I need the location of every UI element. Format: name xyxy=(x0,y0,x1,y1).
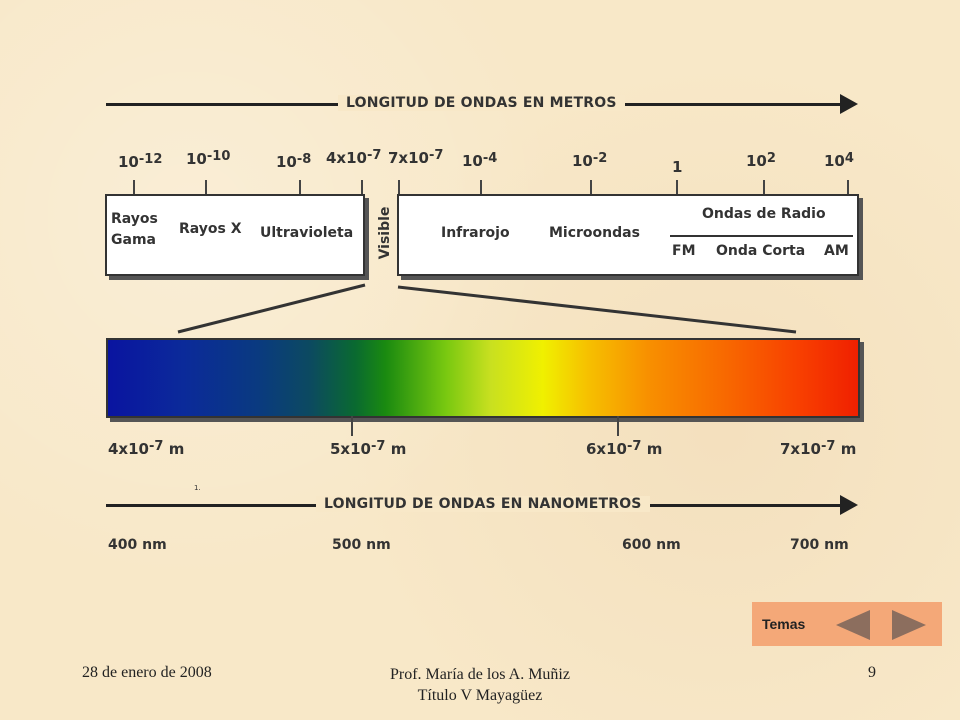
footer-author-line2: Título V Mayagüez xyxy=(417,687,543,704)
meter-tick-label: 1 xyxy=(672,158,683,176)
meter-tick xyxy=(361,180,363,195)
temas-button[interactable]: Temas xyxy=(762,616,806,632)
back-arrow-icon[interactable] xyxy=(832,608,872,642)
meter-tick xyxy=(676,180,678,195)
visible-tick-label: 7x10-7 m xyxy=(780,439,857,458)
footer-author-line1: Prof. María de los A. Muñiz xyxy=(390,666,570,683)
label-infrarojo: Infrarojo xyxy=(441,225,510,241)
footer-page-number: 9 xyxy=(868,664,876,681)
nm-label: 400 nm xyxy=(108,537,167,553)
label-onda-corta: Onda Corta xyxy=(716,243,806,259)
radio-divider-line xyxy=(670,235,853,237)
meter-tick-label: 4x10-7 xyxy=(326,148,382,167)
meter-tick-label: 10-2 xyxy=(572,151,608,170)
meter-tick-label: 10-4 xyxy=(462,151,498,170)
label-fm: FM xyxy=(672,243,696,259)
visible-spectrum-bar xyxy=(106,338,860,418)
meters-axis-arrowhead xyxy=(840,94,858,114)
forward-arrow-icon[interactable] xyxy=(890,608,930,642)
meter-tick xyxy=(590,180,592,195)
visible-tick-label: 4x10-7 m xyxy=(108,439,185,458)
meter-tick xyxy=(398,180,400,195)
label-rayos-gama-2: Gama xyxy=(111,232,156,248)
meter-tick xyxy=(763,180,765,195)
meter-tick-label: 10-8 xyxy=(276,152,312,171)
footer-date: 28 de enero de 2008 xyxy=(82,664,212,681)
visible-tick xyxy=(617,416,619,436)
label-rayos-gama-1: Rayos xyxy=(111,211,158,227)
label-am: AM xyxy=(824,243,849,259)
visible-tick xyxy=(351,416,353,436)
meter-tick xyxy=(133,180,135,195)
meter-tick-label: 7x10-7 xyxy=(388,148,444,167)
nm-label: 700 nm xyxy=(790,537,849,553)
visible-tick-label: 5x10-7 m xyxy=(330,439,407,458)
meter-tick xyxy=(480,180,482,195)
meters-axis-title: LONGITUD DE ONDAS EN METROS xyxy=(338,95,625,111)
visible-tick-label: 6x10-7 m xyxy=(586,439,663,458)
meter-tick-label: 10-12 xyxy=(118,152,163,171)
meter-tick xyxy=(205,180,207,195)
meter-tick xyxy=(299,180,301,195)
label-ondas-de-radio: Ondas de Radio xyxy=(702,206,826,222)
footer-author: Prof. María de los A. Muñiz Título V May… xyxy=(350,664,610,706)
meter-tick-label: 102 xyxy=(746,151,776,170)
nanometers-axis-title: LONGITUD DE ONDAS EN NANOMETROS xyxy=(316,496,650,512)
spectrum-box-left xyxy=(105,194,365,276)
expansion-line-left xyxy=(177,283,366,334)
expansion-line-right xyxy=(397,285,797,334)
label-microondas: Microondas xyxy=(549,225,640,241)
nav-panel: Temas xyxy=(752,602,942,646)
meter-tick xyxy=(847,180,849,195)
nm-label: 600 nm xyxy=(622,537,681,553)
footnote-mark: 1. xyxy=(194,484,201,492)
meter-tick-label: 10-10 xyxy=(186,149,231,168)
nm-label: 500 nm xyxy=(332,537,391,553)
nanometers-axis-arrowhead xyxy=(840,495,858,515)
label-rayos-x: Rayos X xyxy=(179,221,242,237)
meter-tick-label: 104 xyxy=(824,151,854,170)
label-ultravioleta: Ultravioleta xyxy=(260,225,354,241)
